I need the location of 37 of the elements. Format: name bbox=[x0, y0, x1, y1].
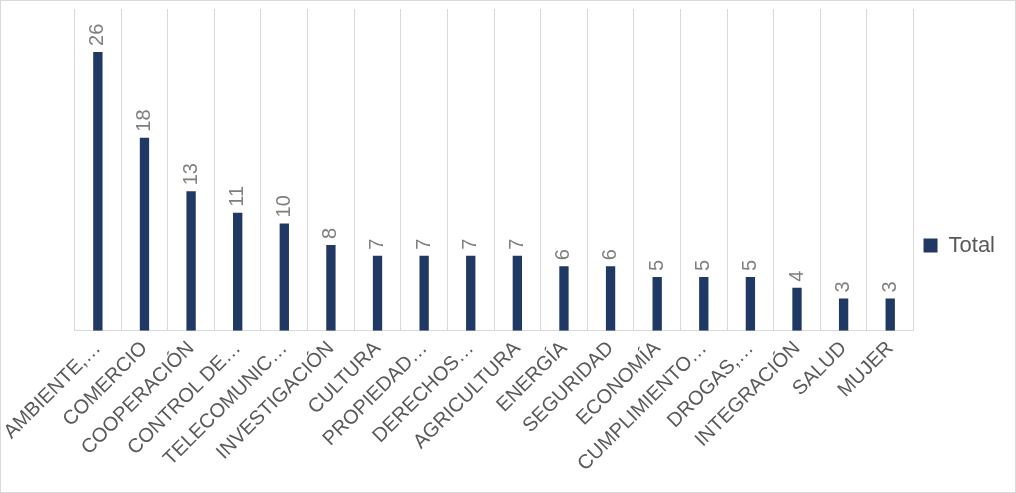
bar bbox=[139, 137, 150, 331]
data-label: 7 bbox=[365, 238, 388, 250]
data-label: 3 bbox=[831, 281, 854, 293]
data-label: 7 bbox=[411, 238, 434, 250]
data-label: 7 bbox=[504, 238, 527, 250]
data-label: 18 bbox=[131, 109, 154, 132]
bar bbox=[745, 277, 756, 331]
bar bbox=[419, 255, 429, 331]
bar bbox=[885, 298, 895, 331]
legend-label: Total bbox=[948, 231, 996, 257]
data-label: 13 bbox=[178, 163, 201, 186]
bar bbox=[466, 255, 476, 331]
bar bbox=[792, 287, 802, 331]
bar bbox=[838, 298, 849, 331]
data-label: 5 bbox=[737, 259, 760, 272]
data-label: 7 bbox=[458, 238, 481, 250]
bar bbox=[186, 191, 196, 331]
bar bbox=[372, 255, 383, 331]
data-label: 26 bbox=[85, 23, 108, 46]
bar bbox=[93, 51, 103, 331]
bar bbox=[559, 266, 569, 331]
bar bbox=[326, 244, 336, 331]
data-label: 5 bbox=[691, 259, 714, 272]
data-label: 8 bbox=[318, 227, 341, 239]
data-label: 5 bbox=[644, 259, 667, 272]
bar bbox=[279, 223, 289, 331]
bar bbox=[233, 212, 243, 331]
data-label: 6 bbox=[551, 249, 574, 261]
data-label: 6 bbox=[598, 249, 621, 261]
data-label: 11 bbox=[225, 185, 248, 207]
data-label: 4 bbox=[784, 270, 807, 282]
data-label: 10 bbox=[271, 195, 294, 218]
bar bbox=[512, 255, 523, 331]
bar bbox=[605, 266, 616, 331]
bar bbox=[652, 277, 662, 331]
data-label: 3 bbox=[877, 281, 900, 293]
bar bbox=[699, 277, 709, 331]
